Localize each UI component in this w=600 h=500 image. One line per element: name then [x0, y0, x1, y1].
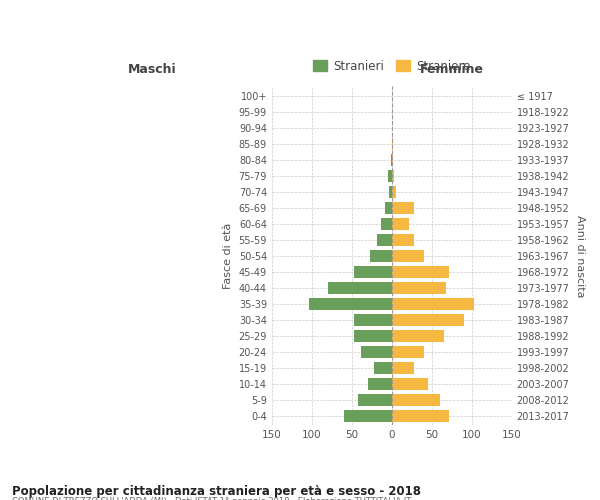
Bar: [392, 202, 414, 214]
Text: Maschi: Maschi: [128, 64, 176, 76]
Bar: [392, 234, 414, 246]
Bar: [392, 410, 449, 422]
Text: Popolazione per cittadinanza straniera per età e sesso - 2018: Popolazione per cittadinanza straniera p…: [12, 485, 421, 498]
Bar: [391, 154, 392, 166]
Bar: [385, 202, 392, 214]
Bar: [368, 378, 392, 390]
Bar: [392, 170, 394, 182]
Y-axis label: Anni di nascita: Anni di nascita: [575, 214, 585, 297]
Bar: [392, 266, 449, 278]
Bar: [389, 186, 392, 198]
Bar: [374, 362, 392, 374]
Bar: [392, 250, 424, 262]
Bar: [392, 330, 444, 342]
Legend: Stranieri, Straniere: Stranieri, Straniere: [308, 55, 475, 78]
Y-axis label: Fasce di età: Fasce di età: [223, 222, 233, 289]
Bar: [392, 186, 396, 198]
Bar: [361, 346, 392, 358]
Bar: [354, 330, 392, 342]
Text: Femmine: Femmine: [420, 64, 484, 76]
Bar: [392, 218, 409, 230]
Bar: [392, 298, 474, 310]
Bar: [382, 218, 392, 230]
Bar: [392, 138, 394, 150]
Bar: [392, 378, 428, 390]
Bar: [370, 250, 392, 262]
Bar: [392, 282, 446, 294]
Bar: [354, 266, 392, 278]
Text: COMUNE DI TREZZO SULL'ADDA (MI) - Dati ISTAT 1° gennaio 2018 - Elaborazione TUTT: COMUNE DI TREZZO SULL'ADDA (MI) - Dati I…: [12, 498, 411, 500]
Bar: [392, 314, 464, 326]
Bar: [388, 170, 392, 182]
Bar: [392, 346, 424, 358]
Bar: [310, 298, 392, 310]
Bar: [354, 314, 392, 326]
Bar: [344, 410, 392, 422]
Bar: [392, 362, 414, 374]
Bar: [392, 394, 440, 406]
Bar: [328, 282, 392, 294]
Bar: [392, 154, 394, 166]
Bar: [358, 394, 392, 406]
Bar: [377, 234, 392, 246]
